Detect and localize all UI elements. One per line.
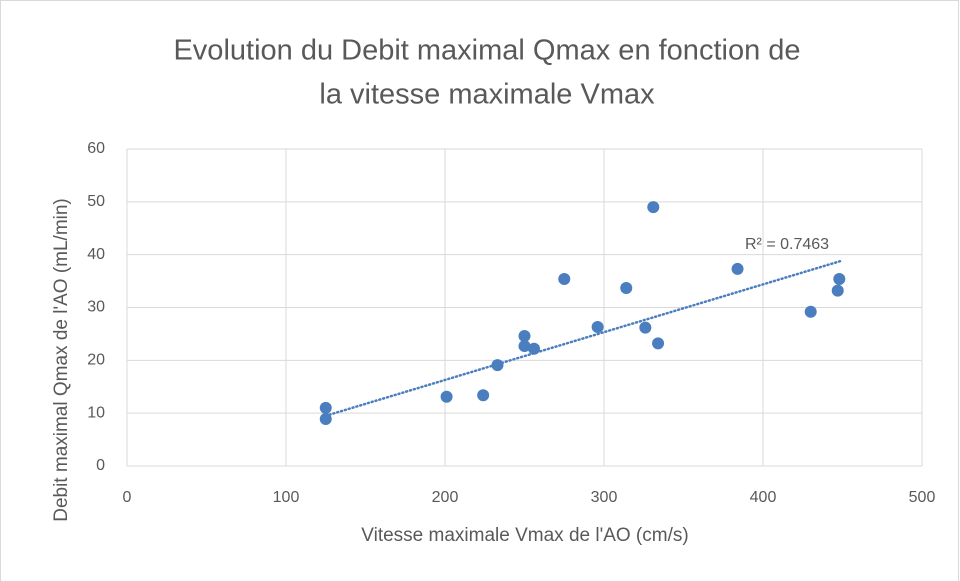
chart-title: Evolution du Debit maximal Qmax en fonct… [173, 35, 800, 67]
x-tick-label: 500 [909, 489, 936, 506]
y-tick-label: 10 [87, 404, 105, 421]
annotation: R² = 0.7463 [745, 236, 829, 253]
y-tick-label: 40 [87, 246, 105, 263]
data-point [319, 401, 332, 414]
x-tick-label: 200 [432, 489, 459, 506]
data-point [620, 281, 633, 294]
data-point [558, 272, 571, 285]
data-point [591, 321, 604, 334]
chart-title: la vitesse maximale Vmax [319, 79, 655, 111]
y-tick-label: 20 [87, 352, 105, 369]
data-point [831, 284, 844, 297]
x-tick-label: 300 [591, 489, 618, 506]
x-tick-label: 100 [273, 489, 300, 506]
data-point [440, 390, 453, 403]
data-point [731, 262, 744, 275]
data-point [518, 330, 531, 343]
y-tick-label: 60 [87, 140, 105, 157]
y-tick-label: 50 [87, 193, 105, 210]
data-point [528, 342, 541, 355]
data-point [639, 321, 652, 334]
data-point [647, 201, 660, 214]
data-point [491, 359, 504, 372]
x-axis-label: Vitesse maximale Vmax de l'AO (cm/s) [361, 525, 688, 546]
x-tick-label: 400 [750, 489, 777, 506]
trendline [324, 259, 844, 418]
data-point [833, 272, 846, 285]
data-point [319, 412, 332, 425]
y-tick-label: 30 [87, 299, 105, 316]
y-tick-label: 0 [96, 457, 105, 474]
x-tick-label: 0 [123, 489, 132, 506]
data-point [518, 340, 531, 353]
data-point [804, 305, 817, 318]
data-point [652, 337, 665, 350]
y-axis-label: Debit maximal Qmax de l'AO (mL/min) [51, 198, 72, 522]
data-point [477, 389, 490, 402]
